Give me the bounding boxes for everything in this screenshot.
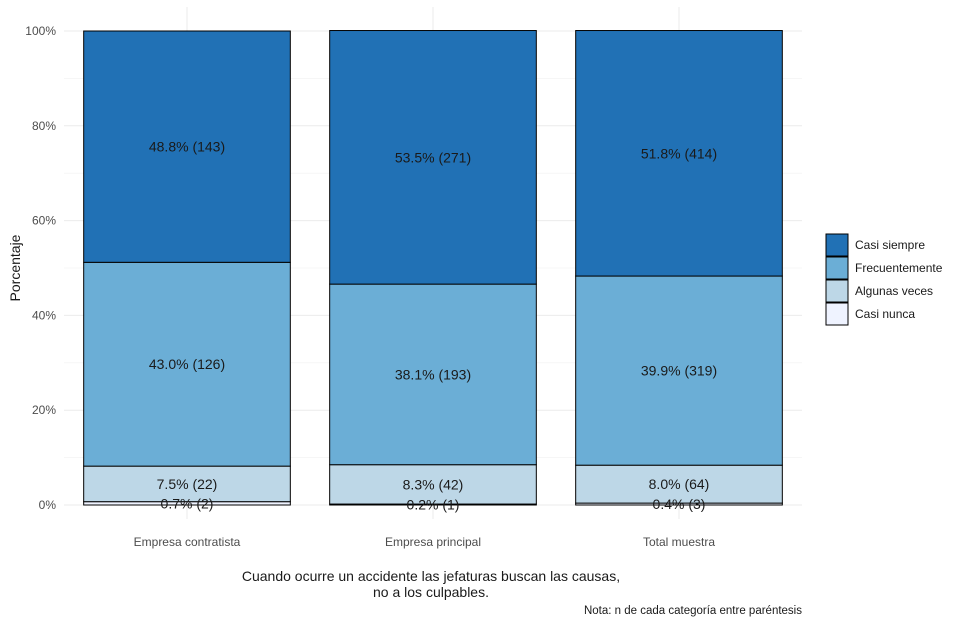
y-tick-label: 80% — [32, 119, 56, 133]
bar-segment-casi-siempre — [329, 30, 537, 285]
bar-segment-algunas-veces — [575, 464, 783, 504]
bar-segment-algunas-veces — [329, 464, 537, 505]
legend-key-casi-siempre — [825, 233, 849, 257]
bar-data-label: 39.9% (319) — [641, 363, 717, 379]
y-tick-label: 0% — [39, 498, 57, 512]
x-axis-title-line-2: no a los culpables. — [373, 584, 489, 600]
bar-data-label: 43.0% (126) — [149, 356, 225, 372]
bar-data-label: 7.5% (22) — [157, 476, 218, 492]
bar-data-label: 0.2% (1) — [407, 497, 460, 513]
legend-label: Casi siempre — [855, 238, 925, 252]
bar-segment-frecuentemente — [83, 261, 291, 467]
y-tick-label: 60% — [32, 214, 56, 228]
legend-label: Casi nunca — [855, 307, 915, 321]
bars — [83, 30, 783, 506]
axes: 0% 20% 40% 60% 80% 100% Empresa contratista Emp… — [25, 24, 715, 549]
bar-data-label: 0.4% (3) — [653, 496, 706, 512]
bar-data-label: 8.0% (64) — [649, 476, 710, 492]
legend: Casi siempre Frecuentemente Algunas veces C… — [825, 233, 943, 326]
legend-label: Frecuentemente — [855, 261, 943, 275]
legend-key-algunas-veces — [825, 279, 849, 303]
legend-label: Algunas veces — [855, 284, 933, 298]
y-tick-label: 20% — [32, 403, 56, 417]
bar-segment-frecuentemente — [575, 275, 783, 466]
bar-data-label: 38.1% (193) — [395, 366, 471, 382]
bar-segment-casi-siempre — [83, 30, 291, 263]
bar-data-label: 48.8% (143) — [149, 139, 225, 155]
bar-segment-algunas-veces — [83, 465, 291, 503]
x-tick-label: Empresa contratista — [134, 535, 241, 549]
legend-key-frecuentemente — [825, 256, 849, 280]
y-tick-label: 40% — [32, 308, 56, 322]
y-tick-label: 100% — [25, 24, 56, 38]
bar-data-label: 53.5% (271) — [395, 149, 471, 165]
x-tick-label: Empresa principal — [385, 535, 481, 549]
legend-key-casi-nunca — [825, 302, 849, 326]
bar-labels: 0.7% (2) 7.5% (22) 43.0% (126) 48.8% (143) 0… — [149, 139, 717, 513]
x-axis-title-line-1: Cuando ocurre un accidente las jefaturas… — [242, 568, 620, 584]
bar-segment-casi-siempre — [575, 30, 783, 277]
chart-caption: Nota: n de cada categoría entre paréntes… — [584, 605, 802, 617]
bar-segment-frecuentemente — [329, 283, 537, 466]
bar-data-label: 8.3% (42) — [403, 476, 464, 492]
y-axis-title: Porcentaje — [7, 234, 23, 301]
bar-data-label: 51.8% (414) — [641, 145, 717, 161]
x-tick-label: Total muestra — [643, 535, 715, 549]
bar-data-label: 0.7% (2) — [161, 495, 214, 511]
